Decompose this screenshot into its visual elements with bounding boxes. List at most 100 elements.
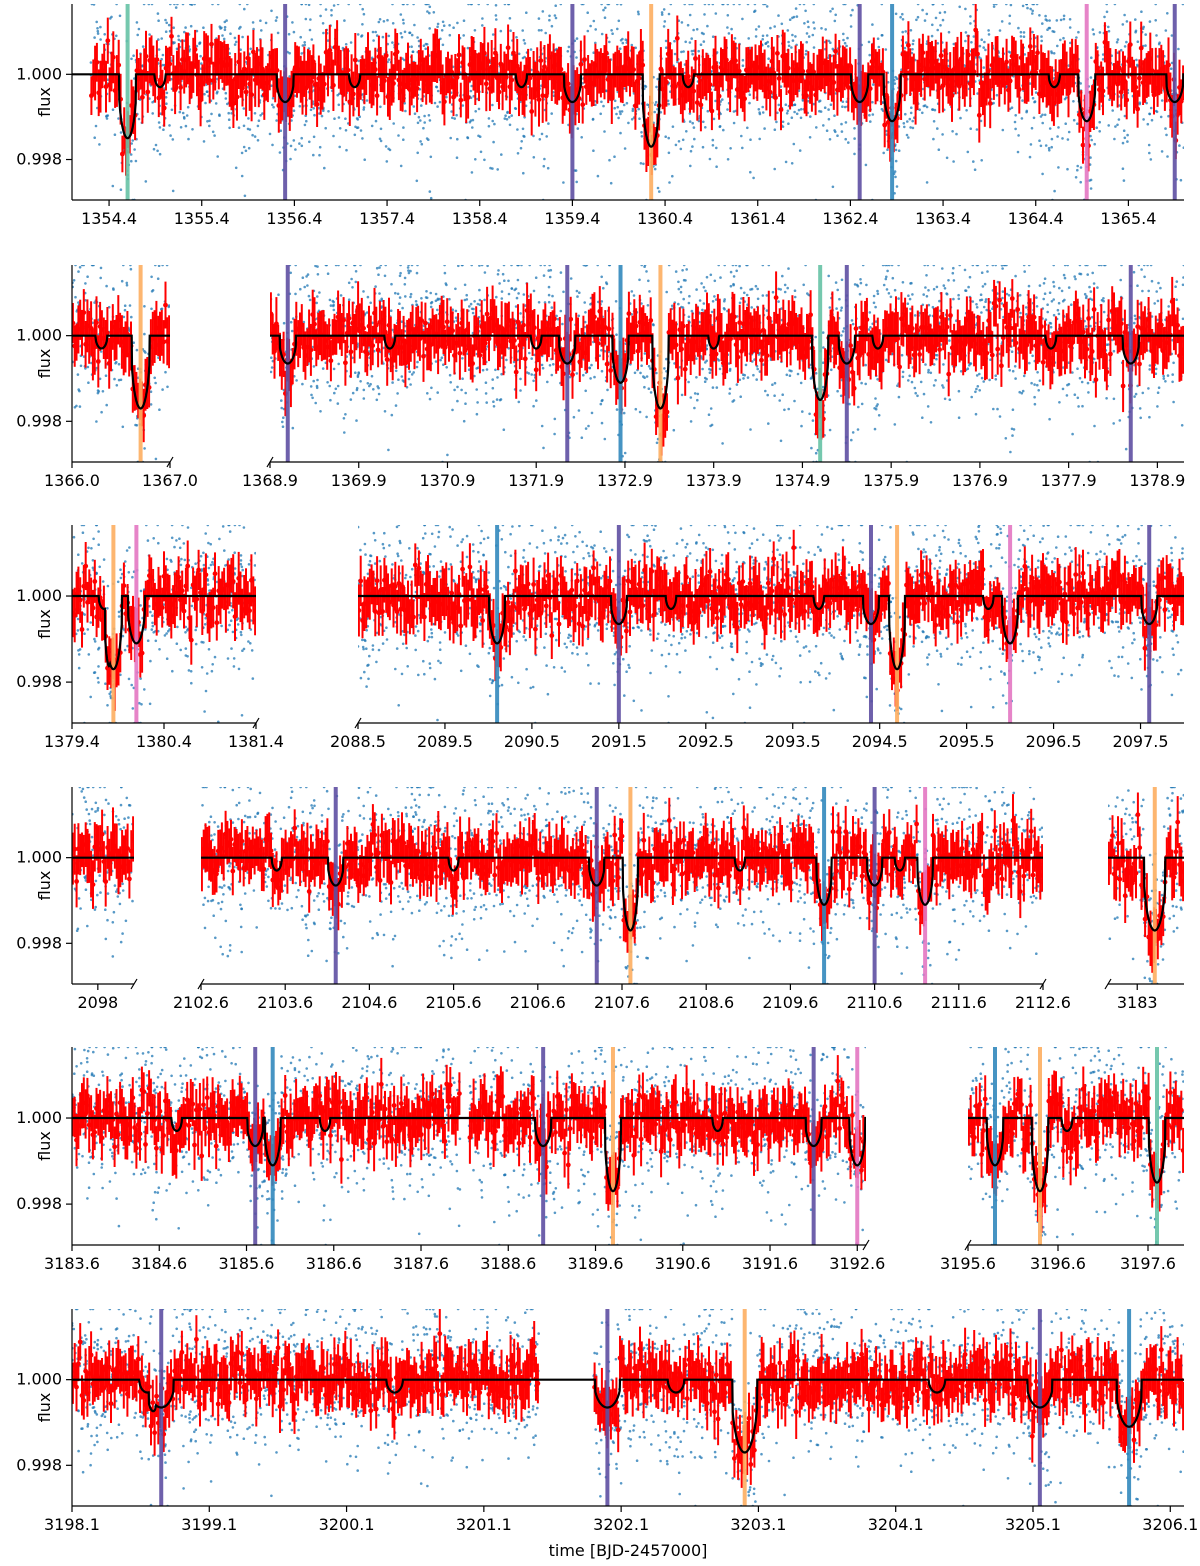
binned-point (920, 50, 926, 56)
binned-point (603, 50, 609, 56)
raw-point (218, 25, 222, 29)
raw-point (370, 124, 374, 128)
raw-point (541, 10, 545, 13)
raw-point (111, 184, 115, 188)
raw-point (752, 373, 755, 377)
binned-point (456, 52, 462, 58)
raw-point (156, 149, 159, 153)
raw-point (748, 101, 751, 105)
raw-point (92, 4, 96, 6)
raw-point (234, 40, 238, 44)
raw-point (910, 106, 913, 109)
raw-point (248, 128, 252, 131)
raw-point (639, 162, 643, 165)
raw-point (353, 133, 357, 137)
raw-point (122, 315, 126, 319)
raw-point (532, 289, 536, 293)
raw-point (576, 127, 580, 130)
raw-point (726, 4, 730, 6)
raw-point (105, 114, 109, 118)
raw-point (390, 282, 393, 286)
raw-point (841, 105, 844, 108)
raw-point (99, 266, 103, 270)
raw-point (761, 34, 765, 38)
raw-point (757, 108, 761, 111)
raw-point (703, 380, 707, 384)
raw-point (321, 22, 325, 25)
raw-point (1052, 30, 1056, 34)
raw-point (909, 126, 912, 129)
raw-point (684, 40, 687, 44)
raw-point (709, 273, 713, 277)
raw-point (1076, 122, 1079, 125)
raw-point (795, 112, 799, 116)
binned-point (685, 73, 691, 79)
raw-point (602, 286, 605, 290)
raw-point (613, 155, 616, 158)
x-tick-label: 1367.0 (142, 471, 198, 490)
raw-point (1079, 82, 1082, 85)
raw-point (640, 135, 644, 138)
raw-point (905, 133, 909, 137)
raw-point (327, 110, 330, 113)
raw-point (572, 415, 576, 419)
raw-point (1148, 20, 1152, 23)
raw-point (436, 25, 439, 29)
raw-point (625, 101, 629, 105)
raw-point (562, 290, 565, 294)
raw-point (160, 307, 164, 311)
raw-point (1121, 23, 1125, 26)
raw-point (945, 156, 949, 160)
raw-point (1056, 44, 1059, 48)
raw-point (788, 18, 792, 22)
raw-point (801, 410, 804, 413)
raw-point (330, 8, 333, 12)
raw-point (1095, 126, 1098, 129)
raw-point (791, 33, 794, 37)
raw-point (545, 135, 548, 138)
raw-point (233, 36, 237, 40)
y-tick-label: 0.998 (16, 1455, 62, 1474)
raw-point (773, 167, 776, 171)
raw-point (184, 26, 187, 29)
raw-point (204, 101, 207, 105)
raw-point (332, 4, 336, 7)
raw-point (849, 25, 853, 28)
raw-point (491, 119, 495, 123)
raw-point (378, 18, 382, 21)
raw-point (75, 404, 78, 408)
raw-point (165, 265, 169, 267)
raw-point (1025, 313, 1028, 316)
raw-point (113, 133, 117, 136)
raw-point (312, 135, 316, 139)
raw-point (94, 124, 98, 128)
raw-point (391, 4, 394, 6)
raw-point (731, 265, 735, 267)
raw-point (812, 46, 816, 49)
raw-point (1026, 6, 1029, 10)
raw-point (307, 4, 311, 7)
raw-point (386, 18, 389, 22)
raw-point (453, 117, 457, 120)
raw-point (872, 83, 875, 86)
raw-point (714, 99, 717, 103)
raw-point (252, 27, 255, 31)
binned-point (249, 92, 255, 98)
raw-point (303, 123, 307, 127)
binned-point (1035, 50, 1040, 56)
raw-point (1047, 26, 1051, 30)
raw-point (303, 43, 307, 47)
raw-point (1146, 122, 1150, 126)
raw-point (979, 119, 983, 123)
raw-point (452, 26, 455, 30)
binned-point (785, 65, 791, 71)
raw-point (1116, 123, 1119, 127)
raw-point (1021, 99, 1024, 102)
raw-point (1078, 265, 1082, 267)
raw-point (664, 39, 668, 43)
raw-point (746, 4, 750, 6)
raw-point (653, 110, 656, 114)
binned-point (938, 53, 944, 58)
raw-point (610, 29, 613, 32)
raw-point (1098, 130, 1101, 133)
